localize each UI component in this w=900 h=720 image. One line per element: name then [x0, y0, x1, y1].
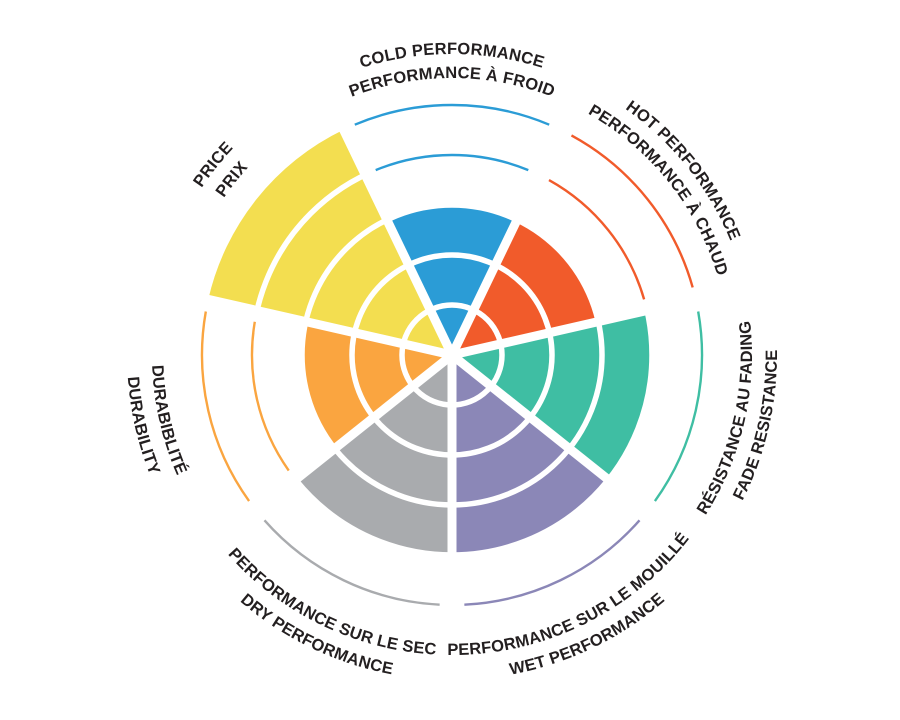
level-arc-cold-performance-5 — [354, 103, 550, 126]
sector-gap — [194, 292, 454, 360]
level-arc-wet-performance-5 — [464, 519, 641, 606]
sector-gap — [243, 351, 455, 523]
level-arc-cold-performance-4 — [375, 153, 529, 172]
label-cold-performance-line2: PERFORMANCE À FROID — [347, 64, 558, 101]
sector-gap — [333, 116, 457, 357]
sector-gap — [450, 292, 710, 360]
label-hot-performance-line1: HOT PERFORMANCE — [623, 97, 744, 242]
sector-durability — [302, 321, 452, 449]
level-arc-hot-performance-5 — [570, 134, 694, 288]
level-arc-dry-performance-5 — [263, 519, 440, 606]
level-arc-hot-performance-4 — [548, 179, 646, 300]
level-arc-durability-5 — [200, 311, 251, 502]
sector-cold-performance — [386, 204, 518, 355]
sector-gap — [447, 116, 571, 357]
level-arc-durability-4 — [250, 321, 290, 472]
sector-wet-performance — [452, 355, 609, 555]
level-arc-fade-resistance-5 — [653, 311, 704, 502]
sector-price — [208, 129, 452, 355]
sector-dry-performance — [295, 355, 452, 555]
sector-gap — [449, 351, 661, 523]
